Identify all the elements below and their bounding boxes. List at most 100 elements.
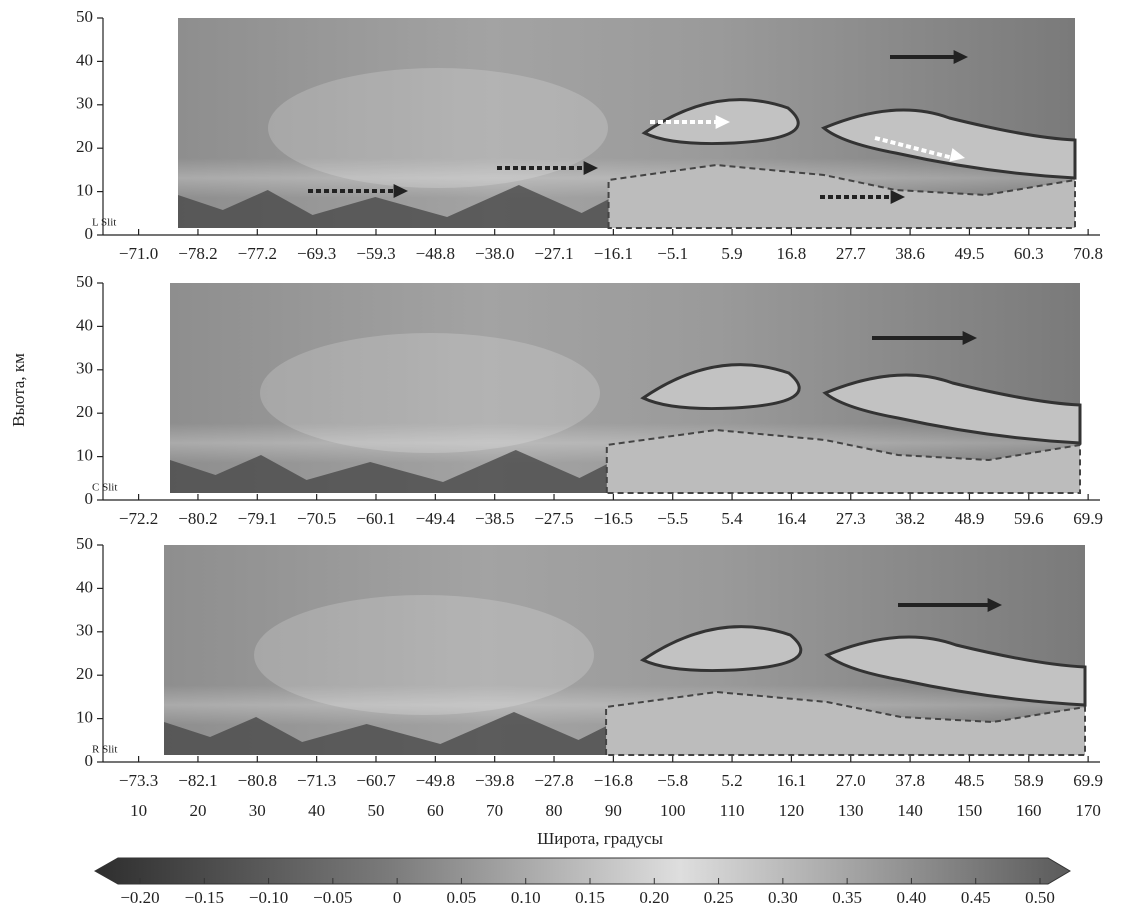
heatmap-panel (164, 545, 1085, 755)
y-tick-label: 40 (76, 50, 93, 69)
x-tick-label: 50 (367, 801, 384, 820)
y-tick-label: 30 (76, 359, 93, 378)
y-tick-label: 20 (76, 664, 93, 683)
y-tick-label: 10 (76, 181, 93, 200)
latitude-tick-label: 60.3 (1014, 244, 1044, 263)
colorbar-tick-label: 0.25 (704, 888, 734, 907)
latitude-tick-label: −79.1 (238, 509, 277, 528)
y-tick-label: 20 (76, 402, 93, 421)
x-tick-label: 150 (957, 801, 983, 820)
latitude-tick-label: 69.9 (1073, 771, 1103, 790)
latitude-tick-label: 48.9 (955, 509, 985, 528)
colorbar-tick-label: 0.10 (511, 888, 541, 907)
x-tick-label: 20 (189, 801, 206, 820)
x-tick-label: 80 (546, 801, 563, 820)
y-tick-label: 30 (76, 94, 93, 113)
heatmap-panel (178, 18, 1075, 228)
light-region (254, 595, 594, 715)
x-tick-label: 60 (427, 801, 444, 820)
latitude-tick-label: −82.1 (178, 771, 217, 790)
x-tick-label: 10 (130, 801, 147, 820)
colorbar-tick-label: 0.40 (897, 888, 927, 907)
latitude-tick-label: −39.8 (475, 771, 514, 790)
latitude-tick-label: −78.2 (178, 244, 217, 263)
colorbar-tick-label: 0.50 (1025, 888, 1055, 907)
y-tick-label: 30 (76, 621, 93, 640)
colorbar-tick-label: −0.15 (185, 888, 224, 907)
latitude-tick-label: −49.8 (416, 771, 455, 790)
x-tick-label: 100 (660, 801, 686, 820)
y-axis-label: Выота, км (9, 353, 28, 427)
latitude-tick-label: 5.4 (721, 509, 743, 528)
y-tick-label: 10 (76, 446, 93, 465)
y-tick-label: 20 (76, 137, 93, 156)
latitude-tick-label: 16.8 (777, 244, 807, 263)
y-tick-label: 50 (76, 7, 93, 26)
latitude-tick-label: −73.3 (119, 771, 158, 790)
latitude-tick-label: 27.0 (836, 771, 866, 790)
y-tick-label: 10 (76, 708, 93, 727)
x-tick-label: 110 (720, 801, 745, 820)
latitude-tick-label: 38.6 (895, 244, 925, 263)
latitude-tick-label: 49.5 (955, 244, 985, 263)
latitude-tick-label: −70.5 (297, 509, 336, 528)
light-region (260, 333, 600, 453)
latitude-tick-label: −16.5 (594, 509, 633, 528)
latitude-tick-label: −5.8 (657, 771, 688, 790)
latitude-tick-label: −5.1 (657, 244, 688, 263)
latitude-tick-label: −27.1 (534, 244, 573, 263)
colorbar (95, 858, 1070, 884)
colorbar-tick-label: 0.45 (961, 888, 991, 907)
y-tick-label: 40 (76, 315, 93, 334)
latitude-tick-label: −27.8 (534, 771, 573, 790)
x-tick-label: 120 (779, 801, 805, 820)
latitude-tick-label: −16.8 (594, 771, 633, 790)
colorbar-tick-label: 0.35 (832, 888, 862, 907)
latitude-tick-label: −72.2 (119, 509, 158, 528)
latitude-tick-label: 27.7 (836, 244, 866, 263)
latitude-tick-label: −69.3 (297, 244, 336, 263)
latitude-tick-label: −60.1 (356, 509, 395, 528)
latitude-tick-label: 37.8 (895, 771, 925, 790)
latitude-tick-label: −80.8 (238, 771, 277, 790)
latitude-tick-label: −60.7 (356, 771, 396, 790)
heatmap-panel (170, 283, 1080, 493)
y-tick-label: 50 (76, 272, 93, 291)
colorbar-tick-label: −0.20 (120, 888, 159, 907)
latitude-tick-label: −80.2 (178, 509, 217, 528)
latitude-tick-label: 48.5 (955, 771, 985, 790)
latitude-tick-label: −27.5 (534, 509, 573, 528)
colorbar-tick-label: −0.10 (249, 888, 288, 907)
latitude-tick-label: −49.4 (416, 509, 456, 528)
latitude-tick-label: −59.3 (356, 244, 395, 263)
latitude-tick-label: 58.9 (1014, 771, 1044, 790)
colorbar-tick-label: 0.30 (768, 888, 798, 907)
latitude-tick-label: −5.5 (657, 509, 688, 528)
x-tick-label: 130 (838, 801, 864, 820)
x-tick-label: 70 (486, 801, 503, 820)
latitude-tick-label: 16.4 (777, 509, 807, 528)
latitude-tick-label: −16.1 (594, 244, 633, 263)
latitude-tick-label: −38.0 (475, 244, 514, 263)
y-tick-label: 50 (76, 534, 93, 553)
latitude-tick-label: −77.2 (238, 244, 277, 263)
x-tick-label: 170 (1075, 801, 1101, 820)
latitude-tick-label: 69.9 (1073, 509, 1103, 528)
x-tick-label: 160 (1016, 801, 1042, 820)
x-tick-label: 140 (897, 801, 923, 820)
x-tick-label: 90 (605, 801, 622, 820)
latitude-tick-label: −38.5 (475, 509, 514, 528)
figure: Выота, км Широта, градусы 01020304050−71… (0, 0, 1125, 909)
latitude-tick-label: 59.6 (1014, 509, 1044, 528)
x-tick-label: 40 (308, 801, 325, 820)
colorbar-tick-label: 0.15 (575, 888, 605, 907)
latitude-tick-label: 16.1 (777, 771, 807, 790)
x-tick-label: 30 (249, 801, 266, 820)
latitude-tick-label: 38.2 (895, 509, 925, 528)
y-tick-label: 40 (76, 577, 93, 596)
colorbar-tick-label: 0.05 (447, 888, 477, 907)
x-axis-label: Широта, градусы (537, 829, 663, 848)
latitude-tick-label: 5.2 (721, 771, 742, 790)
slit-label: C Slit (92, 482, 117, 494)
latitude-tick-label: −71.3 (297, 771, 336, 790)
